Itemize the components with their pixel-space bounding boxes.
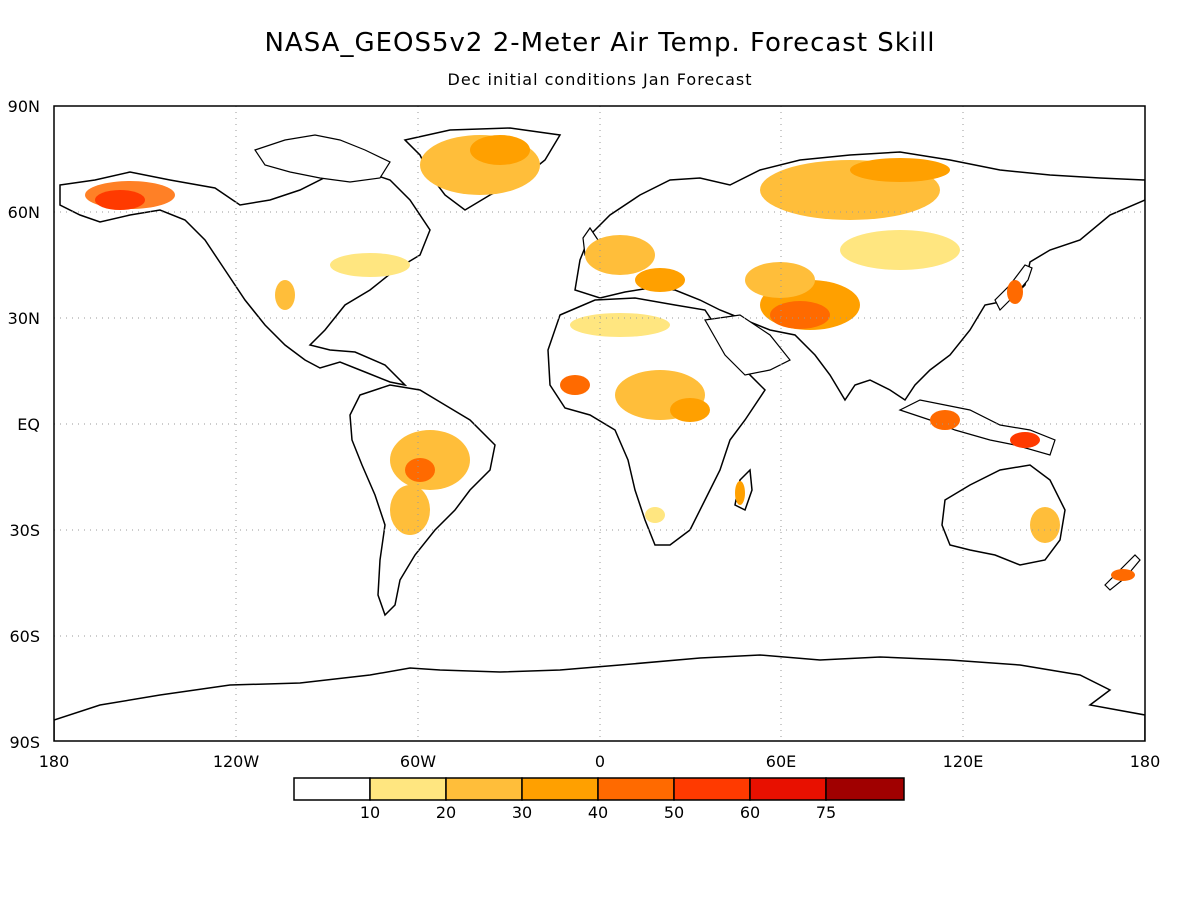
colorbar-label: 60 — [740, 803, 760, 822]
colorbar-label: 10 — [360, 803, 380, 822]
lat-axis: 90N 60N 30N EQ 30S 60S 90S — [8, 97, 40, 752]
lon-tick-label: 120E — [943, 752, 984, 771]
lon-tick-label: 120W — [213, 752, 260, 771]
continent-north-america — [59, 169, 431, 387]
lon-tick-label: 180 — [1130, 752, 1161, 771]
map-frame — [53, 105, 1146, 742]
colorbar-swatch — [521, 777, 599, 801]
colorbar: 10 20 30 40 50 60 75 — [293, 777, 905, 822]
lon-axis: 180 120W 60W 0 60E 120E 180 — [39, 752, 1161, 771]
map-title: NASA_GEOS5v2 2-Meter Air Temp. Forecast … — [264, 28, 936, 58]
lat-tick-label: 90N — [8, 97, 40, 116]
colorbar-label: 20 — [436, 803, 456, 822]
continent-antarctica — [54, 654, 1145, 741]
colorbar-swatch — [445, 777, 523, 801]
colorbar-label: 40 — [588, 803, 608, 822]
lat-tick-label: 90S — [9, 733, 40, 752]
map-subtitle: Dec initial conditions Jan Forecast — [447, 70, 753, 89]
colorbar-label: 30 — [512, 803, 532, 822]
colorbar-swatch — [597, 777, 675, 801]
lat-tick-label: 30S — [9, 521, 40, 540]
continent-africa — [547, 297, 766, 546]
lat-tick-label: 30N — [8, 309, 40, 328]
lat-tick-label: 60S — [9, 627, 40, 646]
map-content — [54, 127, 1145, 741]
lon-tick-label: 0 — [595, 752, 605, 771]
colorbar-label: 75 — [816, 803, 836, 822]
colorbar-swatch — [673, 777, 751, 801]
lon-tick-label: 180 — [39, 752, 70, 771]
colorbar-swatch — [369, 777, 447, 801]
skill-shading — [85, 135, 1135, 581]
lon-tick-label: 60E — [766, 752, 796, 771]
continent-australia — [941, 464, 1066, 566]
colorbar-label: 50 — [664, 803, 684, 822]
lat-tick-label: 60N — [8, 203, 40, 222]
colorbar-swatch — [749, 777, 827, 801]
colorbar-swatch — [293, 777, 371, 801]
lat-tick-label: EQ — [17, 415, 40, 434]
islands-arctic — [254, 134, 391, 183]
lon-tick-label: 60W — [400, 752, 436, 771]
colorbar-swatch — [825, 777, 905, 801]
